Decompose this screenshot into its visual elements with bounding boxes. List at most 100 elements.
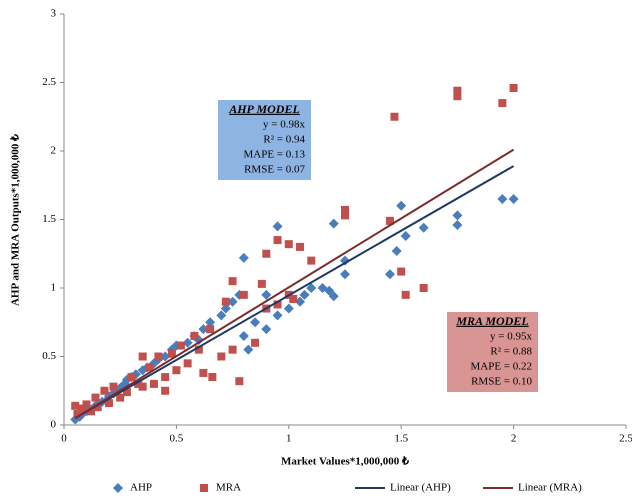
diamond-marker [418,222,429,233]
square-marker [145,363,154,372]
diamond-marker [497,193,508,204]
square-marker [199,368,208,377]
annotation-title: MRA MODEL [455,314,528,328]
square-marker [73,410,82,419]
trend-line [74,165,515,420]
diamond-marker [299,289,310,300]
square-marker [82,400,91,409]
x-tick-label: 1.5 [394,433,408,445]
y-tick-label: 0 [51,419,57,431]
diamond-marker [205,317,216,328]
diamond-marker [261,324,272,335]
square-marker [109,382,118,391]
square-marker [221,297,230,306]
diamond-marker [391,246,402,257]
square-marker [341,211,349,220]
diamond-marker [340,269,350,280]
square-marker [296,242,305,251]
square-marker [104,399,113,408]
square-marker [206,325,215,334]
square-marker [228,345,237,354]
diamond-marker [283,303,294,314]
annotation-box [447,312,538,392]
annotation-title: AHP MODEL [228,102,300,116]
square-marker [453,92,462,101]
x-tick-label: 0.5 [170,433,184,445]
diamond-marker [182,337,193,348]
square-marker [217,352,226,361]
square-marker [138,352,147,361]
x-tick-label: 1 [286,433,292,445]
diamond-marker [400,230,411,241]
square-marker [194,345,203,354]
square-marker [208,373,217,382]
square-marker [100,386,109,395]
diamond-marker [272,221,283,232]
legend-marker [113,483,123,493]
diamond-marker [220,303,231,314]
annotation-box [218,100,311,180]
square-marker [172,366,181,375]
square-marker [498,99,507,108]
diamond-marker [238,330,249,341]
legend-label: MRA [216,482,241,494]
square-marker [93,403,102,412]
diamond-marker [272,310,283,321]
diamond-marker [328,218,339,229]
diamond-marker [452,210,463,221]
y-axis-label: AHP and MRA Outputs*1,000,000 ₺ [10,134,22,306]
diamond-marker [198,324,209,335]
y-tick-label: 2.5 [42,76,56,88]
diamond-marker [216,310,227,321]
square-marker [509,83,518,92]
diamond-marker [340,255,350,266]
x-tick-label: 0 [61,433,67,445]
x-tick-label: 2 [511,433,517,445]
square-marker [419,284,428,292]
square-marker [289,294,298,303]
square-marker [127,373,136,382]
x-axis-label: Market Values*1,000,000 ₺ [281,456,409,468]
square-marker [397,267,406,276]
diamond-marker [243,344,254,355]
square-marker [161,386,170,395]
square-marker [134,379,143,388]
y-tick-label: 0.5 [42,350,56,362]
y-tick-label: 3 [51,8,57,20]
x-tick-label: 2.5 [619,433,632,445]
annotation-line: y = 0.95x [490,331,532,343]
square-marker [262,249,271,258]
square-marker [284,240,293,249]
square-marker [190,331,199,340]
diamond-marker [384,269,395,280]
square-marker [116,393,125,402]
square-marker [385,216,394,225]
square-marker [273,300,282,309]
y-tick-label: 1.5 [42,213,56,225]
legend-label: AHP [130,482,152,494]
square-marker [307,256,316,265]
square-marker [235,377,244,386]
diamond-marker [306,283,317,293]
square-marker [86,407,95,416]
square-marker [183,359,192,368]
square-marker [251,338,260,347]
square-marker [149,379,158,388]
y-tick-label: 2 [51,145,57,157]
trend-line [74,148,515,420]
y-tick-label: 1 [51,282,57,294]
diamond-marker [250,317,261,328]
square-marker [341,205,349,214]
square-marker [138,382,147,391]
diamond-marker [452,219,463,230]
square-marker [77,404,86,413]
square-marker [273,236,282,245]
legend-marker [200,484,208,492]
annotation-line: R² = 0.88 [490,346,532,358]
annotation-line: RMSE = 0.07 [244,164,305,176]
diamond-marker [328,291,339,302]
annotation-line: y = 0.98x [263,119,305,131]
square-marker [228,277,237,286]
